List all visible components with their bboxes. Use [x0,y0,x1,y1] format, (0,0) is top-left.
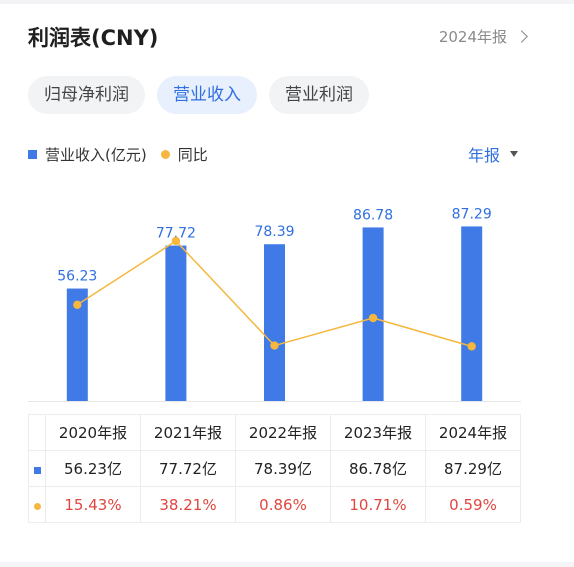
table-header-cell: 2023年报 [330,414,426,451]
table-header-cell: 2021年报 [140,414,236,451]
revenue-bar [165,245,187,401]
table-cell: 15.43% [45,486,141,523]
table-cell: 10.71% [330,486,426,523]
bar-value-label: 87.29 [452,206,492,222]
bar-value-label: 77.72 [156,226,196,242]
yoy-point [171,236,181,246]
chart-legend: 营业收入(亿元) 同比 [28,144,208,165]
report-period-link[interactable]: 2024年报 [438,26,528,47]
page-title: 利润表(CNY) [28,26,159,50]
line-legend-marker [160,150,170,159]
revenue-row-marker [28,450,46,487]
metric-tabs: 归母净利润 营业收入 营业利润 [28,76,369,114]
revenue-bar [264,244,285,401]
yoy-point [467,342,476,351]
table-cell: 87.29亿 [425,450,521,487]
yoy-row-marker [28,486,46,523]
table-header-cell: 2020年报 [45,414,141,451]
period-dropdown-label: 年报 [467,146,500,165]
tab-revenue[interactable]: 营业收入 [157,76,257,114]
chevron-right-icon [515,30,528,43]
table-row-yoy: 15.43% 38.21% 0.86% 10.71% 0.59% [28,486,521,523]
tab-operating-profit[interactable]: 营业利润 [269,76,369,114]
table-corner-cell [28,414,46,451]
period-dropdown[interactable]: 年报 [468,142,518,166]
yoy-point [270,341,279,350]
table-cell: 38.21% [140,486,236,523]
top-divider [0,0,574,4]
table-cell: 86.78亿 [330,450,426,487]
table-cell: 0.86% [235,486,331,523]
dot-marker-icon [33,502,41,510]
revenue-chart: 56.23 77.72 78.39 86.78 87.29 [28,206,521,402]
line-legend-label: 同比 [177,146,208,164]
revenue-bar [461,226,483,401]
table-row-revenue: 56.23亿 77.72亿 78.39亿 86.78亿 87.29亿 [28,450,521,487]
table-header-cell: 2024年报 [425,414,521,451]
table-cell: 78.39亿 [235,450,331,487]
table-cell: 56.23亿 [45,450,141,487]
bar-legend-label: 营业收入(亿元) [45,146,147,164]
bar-value-label: 78.39 [254,224,294,240]
table-cell: 77.72亿 [140,450,236,487]
tab-net-profit[interactable]: 归母净利润 [28,76,145,114]
yoy-point [368,313,378,323]
bar-value-label: 86.78 [353,207,393,223]
yoy-point [73,300,82,309]
bar-value-label: 56.23 [57,269,97,285]
caret-down-icon [510,151,518,157]
table-header-row: 2020年报 2021年报 2022年报 2023年报 2024年报 [28,414,521,451]
bar-legend-marker [28,150,37,159]
table-cell: 0.59% [425,486,521,523]
data-table: 2020年报 2021年报 2022年报 2023年报 2024年报 56.23… [28,414,521,523]
revenue-bar [66,288,88,401]
square-marker-icon [33,466,41,474]
table-header-cell: 2022年报 [235,414,331,451]
report-period-label: 2024年报 [438,28,507,46]
